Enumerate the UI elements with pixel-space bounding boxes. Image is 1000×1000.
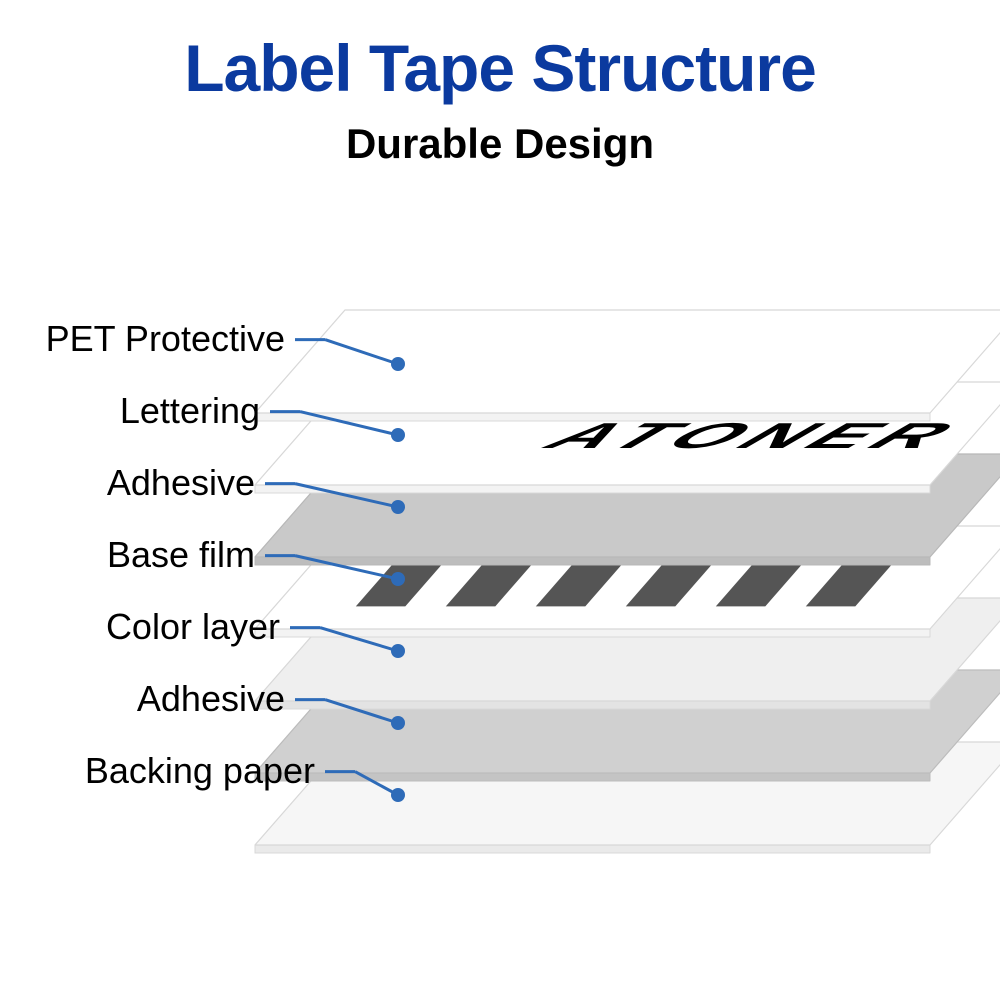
lettering-sample-text: ATONER xyxy=(524,415,986,456)
layer-label: Lettering xyxy=(0,390,260,432)
layer-label: Color layer xyxy=(0,606,280,648)
layer-label: PET Protective xyxy=(0,318,285,360)
layer-label: Base film xyxy=(0,534,255,576)
layer-label: Backing paper xyxy=(15,750,315,792)
layer-label: Adhesive xyxy=(0,678,285,720)
layer-label: Adhesive xyxy=(0,462,255,504)
